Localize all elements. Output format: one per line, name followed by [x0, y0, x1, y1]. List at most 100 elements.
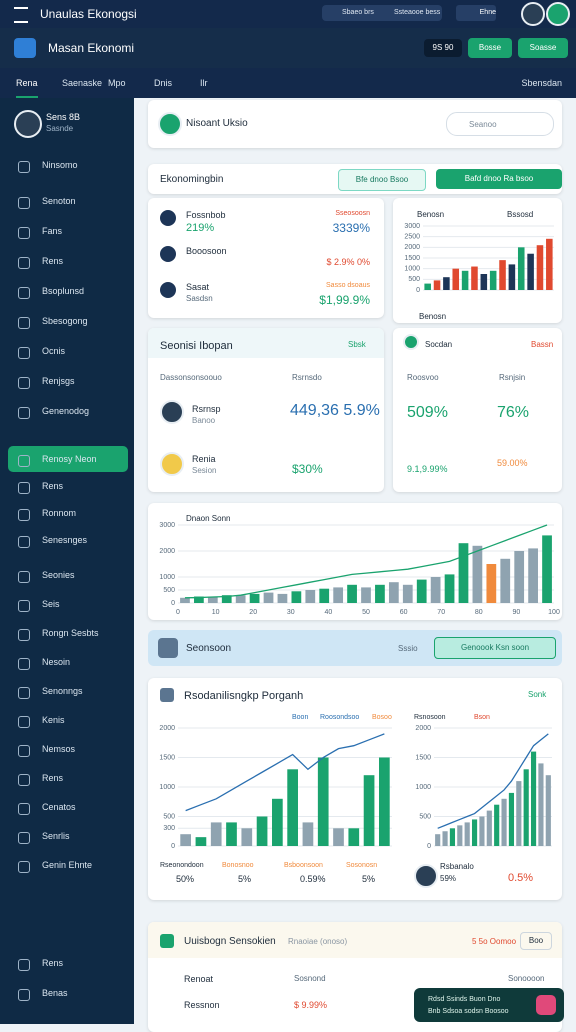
sidebar-item[interactable]: Renjsgs	[18, 376, 75, 389]
x-tick-label: 30	[287, 609, 295, 616]
card-tag: Sonk	[528, 690, 547, 699]
sidebar-item[interactable]: Nemsos	[18, 744, 75, 757]
section-title: Ekonomingbin	[160, 174, 224, 185]
y-tick-label: 1000	[159, 574, 175, 581]
row-value: 449,36 5.9%	[290, 402, 380, 419]
bar	[305, 590, 316, 603]
sidebar-item[interactable]: Senesnges	[18, 535, 87, 548]
sidebar-item[interactable]: Seonies	[18, 570, 75, 583]
sidebar-item[interactable]: Rens	[18, 256, 63, 269]
search-input[interactable]: Seanoo	[446, 112, 554, 136]
bar	[180, 597, 190, 603]
avatar	[414, 864, 438, 888]
legend-entry: Bosoo	[372, 714, 392, 721]
y-tick-label: 1000	[159, 784, 175, 791]
chart-subtitle: Bssosd	[507, 210, 534, 219]
sidebar-item[interactable]: Fans	[18, 226, 63, 239]
legend-entry: Boon	[292, 714, 309, 721]
banner-title: Seonsoon	[186, 643, 232, 654]
stat-name: Sosonosn	[346, 862, 378, 869]
sidebar-label: Rens	[42, 958, 64, 968]
tab[interactable]: Mpo	[108, 78, 126, 88]
sidebar: Sens 8B Sasnde Ninsomo Senoton Fans Rens Bso…	[0, 98, 134, 1024]
row-name: Renoat	[184, 974, 214, 984]
section-button[interactable]: Bfe dnoo Bsoo	[338, 169, 426, 191]
badge[interactable]: Ehne	[456, 5, 496, 21]
avatar[interactable]	[546, 2, 570, 26]
bar	[361, 587, 371, 603]
sidebar-item[interactable]: Ronnom	[18, 508, 76, 521]
bar	[514, 551, 525, 603]
bar	[235, 595, 246, 603]
sidebar-item[interactable]: Seis	[18, 599, 60, 612]
bar-line-chart: 0 500 1000 2000 3000 0 10 20 30 40 50 60 70 80 90 100	[159, 522, 560, 616]
stat-value: 5%	[238, 874, 252, 884]
bar	[546, 238, 553, 290]
tab[interactable]: Saenaske	[62, 78, 103, 88]
x-tick-label: 50	[362, 609, 370, 616]
bar	[363, 775, 375, 846]
avatar	[160, 246, 176, 262]
tab-bar: Sbensdan Rena Saenaske Mpo Dnis Ilr	[0, 68, 576, 98]
sidebar-label: Cenatos	[42, 802, 76, 812]
sidebar-item[interactable]: Benas	[18, 988, 68, 1001]
sidebar-item[interactable]: Cenatos	[18, 802, 76, 815]
sidebar-item[interactable]: Genin Ehnte	[18, 860, 92, 873]
banner-button[interactable]: Genoook Ksn soon	[434, 637, 556, 659]
x-tick-label: 90	[513, 609, 521, 616]
section-button[interactable]: Bafd dnoo Ra bsoo	[436, 169, 562, 189]
sidebar-item[interactable]: Ninsomo	[18, 160, 78, 173]
sidebar-item[interactable]: Renosy Neon	[18, 454, 97, 467]
tab-right[interactable]: Sbensdan	[521, 78, 562, 88]
search-card: Nisoant Uksio Seanoo	[148, 100, 562, 148]
card-right: 5 5o Oomoo	[472, 937, 517, 946]
search-box[interactable]: Sbaeo brs Ssteaooe bess	[322, 5, 442, 21]
bar	[333, 587, 344, 603]
stat-value: 0.5%	[508, 872, 534, 884]
sidebar-item[interactable]: Ocnis	[18, 346, 65, 359]
card-button[interactable]: Boo	[520, 932, 552, 950]
toast[interactable]: Rdsd Ssinds Buon Dno Bnb Sdsoa sodsn Boo…	[414, 988, 564, 1022]
sidebar-item[interactable]: Sbesogong	[18, 316, 88, 329]
sidebar-item[interactable]: Rongn Sesbts	[18, 628, 99, 641]
sidebar-item[interactable]: Rens	[18, 481, 63, 494]
y-tick-label: 2000	[404, 244, 420, 251]
sidebar-item[interactable]: Nesoin	[18, 657, 70, 670]
sidebar-item[interactable]: Senonngs	[18, 686, 83, 699]
logo	[14, 38, 36, 58]
sidebar-item[interactable]: Senoton	[18, 196, 76, 209]
y-tick-label: 0	[427, 843, 431, 850]
list-card: Fossnbob 219% Sseosoosn 3339% Booosoon $ 2.9%…	[148, 198, 384, 318]
legend-entry: Rsnosoon	[414, 714, 446, 721]
sidebar-item[interactable]: Kenis	[18, 715, 65, 728]
search-button[interactable]: Ssteaooe bess	[394, 9, 441, 16]
sidebar-label: Renjsgs	[42, 376, 75, 386]
tab[interactable]: Rena	[16, 78, 38, 98]
sidebar-label: Genenodog	[42, 406, 90, 416]
header-button[interactable]: Bosse	[468, 38, 512, 58]
icon	[403, 334, 419, 350]
menu-icon[interactable]	[14, 7, 28, 23]
card-title: Uuisbogn Sensokien	[184, 936, 276, 947]
sidebar-label: Sbesogong	[42, 316, 88, 326]
sidebar-item[interactable]: Rens	[18, 958, 64, 971]
tab[interactable]: Dnis	[154, 78, 173, 88]
icon	[160, 934, 174, 948]
y-tick-label: 2000	[415, 725, 431, 732]
growth-card: Rsodanilisngkp Porganh Sonk 0 300 500 1000 1…	[148, 678, 562, 900]
sidebar-item[interactable]: Bsoplunsd	[18, 286, 84, 299]
row-value: Sasdsn	[186, 294, 213, 303]
bar	[210, 822, 222, 846]
chart-title: Dnaon Sonn	[186, 514, 231, 523]
sidebar-item[interactable]: Rens	[18, 773, 63, 786]
sidebar-label: Fans	[42, 226, 63, 236]
header-button[interactable]: Soasse	[518, 38, 568, 58]
tab[interactable]: Ilr	[200, 78, 208, 88]
sidebar-item[interactable]: Genenodog	[18, 406, 90, 419]
sidebar-item[interactable]: Senrlis	[18, 831, 70, 844]
avatar[interactable]	[521, 2, 545, 26]
bar	[442, 831, 448, 846]
bar	[348, 828, 360, 846]
bar	[249, 593, 260, 603]
